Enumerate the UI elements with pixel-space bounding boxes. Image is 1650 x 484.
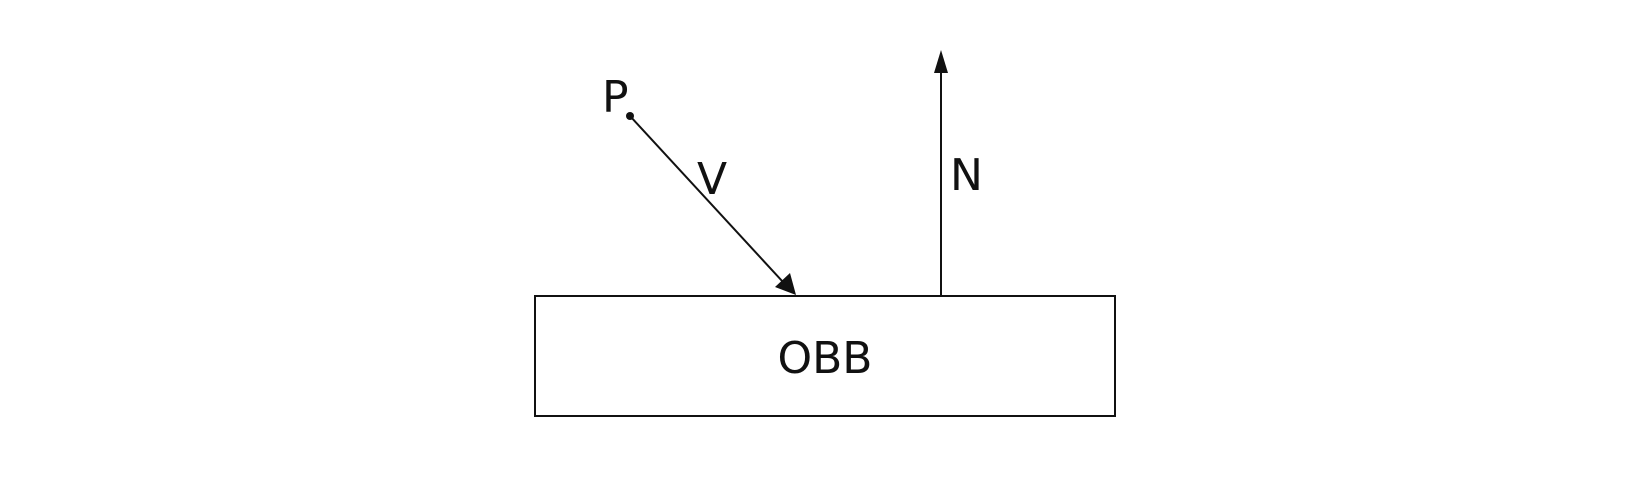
obb-box [534, 295, 1116, 417]
obb-label: OBB [777, 333, 872, 384]
vector-v-line [629, 115, 784, 283]
vector-v-label: V [697, 154, 727, 205]
vector-v-arrowhead [775, 273, 796, 295]
normal-n-arrowhead [934, 50, 948, 73]
point-p-label: P [602, 72, 629, 123]
normal-n-label: N [950, 150, 983, 201]
